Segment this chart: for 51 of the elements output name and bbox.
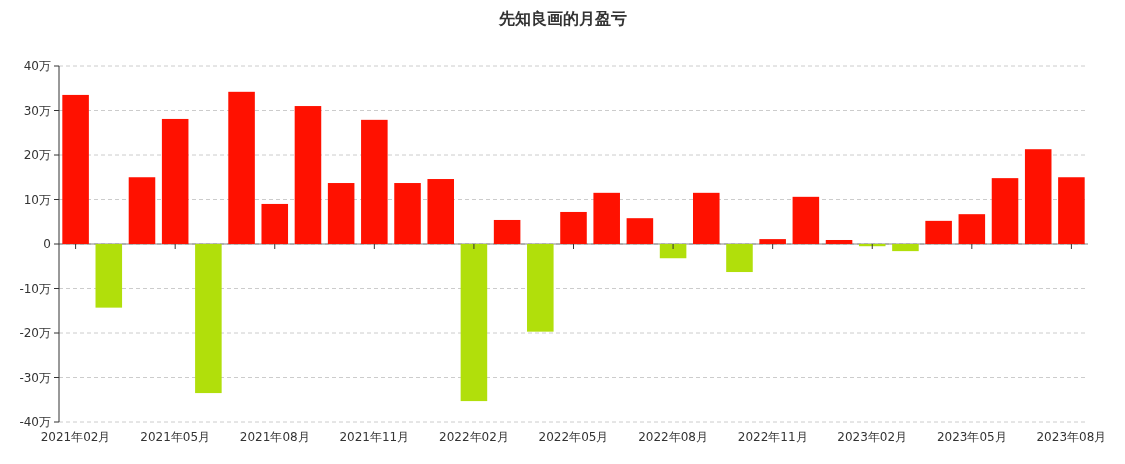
x-tick-label: 2023年08月 [1036,430,1107,444]
x-tick-label: 2021年02月 [40,430,111,444]
bar [726,244,753,273]
y-tick-label: -40万 [19,415,51,429]
bar [991,178,1019,244]
bar [427,179,454,244]
bar [327,183,355,244]
bar [493,219,521,244]
bar [294,106,322,244]
bar [527,244,554,332]
bar [128,177,156,244]
y-tick-label: -30万 [19,370,51,385]
y-tick-label: 40万 [23,59,51,73]
bar [261,203,289,244]
bar [626,218,654,244]
chart-title: 先知良画的月盈亏 [497,9,627,28]
bar [460,244,488,402]
bar [394,183,421,244]
y-tick-label: 20万 [23,148,51,162]
bar [161,118,189,244]
x-tick-label: 2022年05月 [538,430,609,444]
bar [361,119,388,244]
y-tick-label: 0 [43,237,51,251]
x-tick-label: 2023年05月 [936,430,1007,444]
bar [693,192,720,244]
bar [62,94,89,244]
bar [892,244,919,252]
bar [825,240,853,244]
bar [958,214,986,244]
bar [925,220,952,244]
x-tick-label: 2021年08月 [239,430,310,444]
bar [1058,177,1085,244]
bar [759,239,786,244]
bar [560,211,587,244]
x-tick-label: 2022年08月 [638,430,708,444]
x-tick-label: 2023年02月 [837,430,908,444]
bar [792,196,820,244]
y-tick-label: 10万 [23,192,51,207]
bar [195,244,222,394]
x-tick-label: 2022年11月 [737,430,808,444]
bar [1024,149,1052,244]
x-tick-label: 2021年11月 [339,430,410,444]
bar [593,192,620,244]
bar [659,244,687,259]
y-tick-label: -20万 [19,326,51,340]
bar [228,91,255,244]
bar [95,244,123,308]
x-tick-label: 2022年02月 [439,430,509,444]
x-tick-label: 2021年05月 [140,430,211,444]
y-tick-label: 30万 [23,103,51,118]
y-tick-label: -10万 [19,281,51,296]
